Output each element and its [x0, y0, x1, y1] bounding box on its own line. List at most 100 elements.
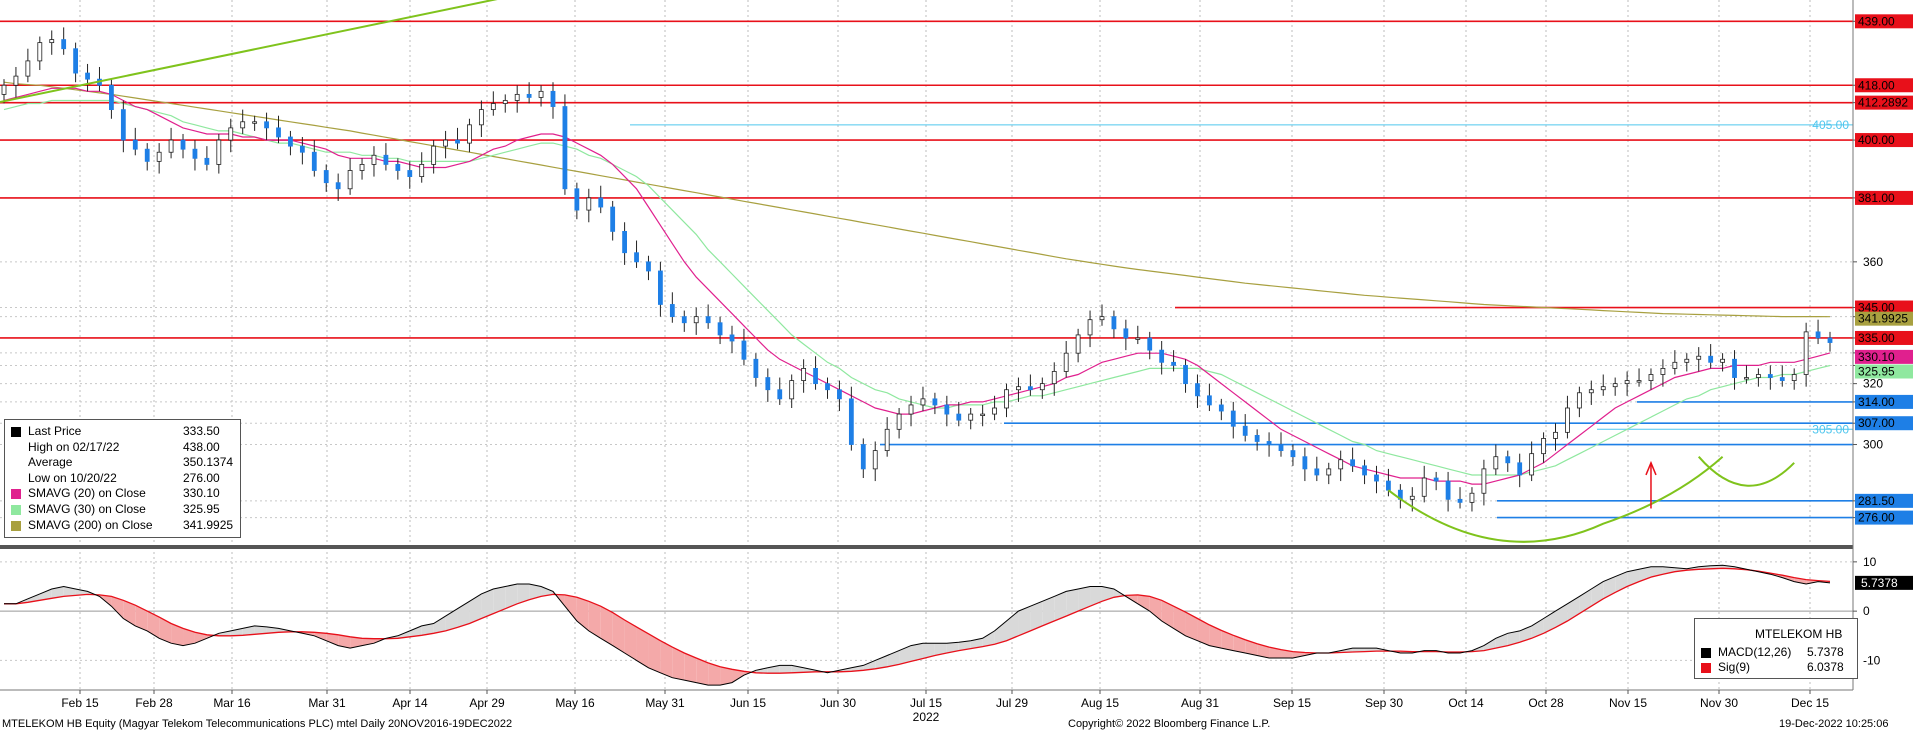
candle-up: [228, 127, 234, 141]
macd-fill-positive: [505, 584, 518, 609]
price-legend-row: Low on 10/20/22 276.00: [5, 471, 240, 487]
macd-fill-positive: [755, 667, 768, 674]
price-legend-row: SMAVG (30) on Close 325.95: [5, 502, 240, 518]
candle-up: [431, 145, 437, 165]
macd-fill-positive: [1615, 571, 1628, 593]
candle-down: [1147, 337, 1153, 351]
candle-up: [156, 151, 162, 162]
candle-down: [1517, 462, 1523, 476]
candle-down: [658, 270, 663, 305]
macd-fill-positive: [875, 655, 888, 669]
legend-value: 6.0378: [1807, 660, 1844, 674]
candle-up: [347, 170, 353, 190]
candle-down: [1195, 383, 1200, 397]
price-legend-row: SMAVG (200) on Close 341.9925: [5, 518, 240, 534]
candle-up: [1576, 392, 1582, 409]
candle-down: [1433, 477, 1439, 482]
macd-fill-positive: [982, 630, 995, 647]
macd-y-tick-label: 0: [1863, 604, 1870, 618]
candle-up: [1636, 380, 1642, 383]
candle-down: [264, 121, 269, 129]
candle-up: [443, 139, 448, 147]
candle-down: [323, 170, 329, 184]
candle-up: [1135, 337, 1141, 340]
footer-timestamp: 19-Dec-2022 10:25:06: [1779, 718, 1889, 730]
macd-fill-negative: [720, 666, 733, 686]
macd-fill-negative: [147, 611, 160, 639]
macd-fill-positive: [1066, 588, 1079, 617]
macd-fill-positive: [1531, 618, 1544, 639]
candle-down: [956, 413, 962, 421]
macd-fill-negative: [576, 597, 589, 631]
candle-down: [1302, 456, 1308, 470]
candle-up: [693, 316, 699, 324]
candle-down: [598, 197, 604, 208]
sma20-line: [3, 87, 1831, 485]
legend-swatch: [11, 443, 21, 453]
candle-down: [1111, 316, 1117, 330]
legend-swatch: [11, 458, 21, 468]
candle-down: [1732, 358, 1737, 378]
candle-down: [288, 136, 293, 147]
candle-down: [1386, 480, 1391, 491]
candle-up: [1648, 374, 1654, 381]
candle-down: [73, 48, 79, 74]
macd-fill-positive: [469, 593, 482, 624]
y-value-badge: [1855, 190, 1913, 205]
macd-fill-positive: [51, 586, 64, 599]
macd-fill-positive: [791, 665, 804, 673]
candle-down: [455, 139, 460, 144]
macd-fill-negative: [1149, 596, 1162, 621]
macd-fill-negative: [194, 632, 207, 644]
x-tick-label: May 16: [555, 696, 595, 710]
candle-down: [383, 154, 389, 165]
macd-fill-positive: [254, 625, 267, 635]
y-value-badge-label: 276.00: [1858, 511, 1895, 525]
x-tick-label: Mar 31: [308, 696, 346, 710]
macd-fill-negative: [362, 638, 374, 646]
x-tick-label: May 31: [645, 696, 685, 710]
candle-down: [1159, 349, 1165, 363]
macd-fill-positive: [934, 643, 947, 656]
candle-down: [610, 206, 616, 232]
legend-swatch: [11, 427, 21, 437]
macd-fill-positive: [1054, 591, 1067, 621]
candle-down: [192, 148, 198, 159]
macd-last-label: 5.7378: [1861, 576, 1898, 590]
candle-up: [801, 368, 807, 381]
macd-fill-negative: [1197, 618, 1210, 646]
y-value-badge-label: 330.10: [1858, 350, 1895, 364]
trend-line: [0, 0, 498, 103]
y-value-badge-label: 341.9925: [1858, 312, 1908, 326]
macd-fill-positive: [529, 584, 542, 600]
y-value-badge: [1855, 330, 1913, 345]
legend-label: Average: [28, 455, 73, 470]
legend-value: 341.9925: [183, 517, 234, 532]
candle-down: [85, 72, 90, 80]
x-tick-label: Nov 30: [1700, 696, 1738, 710]
macd-fill-positive: [218, 630, 231, 636]
candle-up: [1326, 468, 1332, 476]
legend-value: 325.95: [183, 501, 220, 516]
y-tick-label: 320: [1863, 377, 1883, 391]
candle-down: [944, 404, 950, 415]
macd-fill-negative: [612, 612, 625, 654]
macd-fill-positive: [970, 638, 983, 649]
candle-up: [1612, 383, 1618, 388]
legend-label: Last Price: [28, 424, 82, 438]
macd-fill-positive: [1090, 586, 1102, 607]
candle-down: [335, 182, 341, 190]
y-value-badge-label: 325.95: [1858, 365, 1895, 379]
candle-down: [634, 252, 639, 263]
macd-fill-positive: [946, 642, 959, 654]
x-tick-label: Apr 29: [469, 696, 505, 710]
x-year-label: 2022: [913, 710, 940, 724]
macd-fill-positive: [1042, 596, 1055, 626]
candle-up: [1469, 492, 1475, 503]
candle-down: [299, 145, 305, 153]
y-value-badge-label: 400.00: [1858, 133, 1895, 147]
candle-up: [1051, 371, 1057, 385]
y-value-badge: [1855, 349, 1913, 364]
candle-down: [1278, 444, 1284, 452]
x-tick-label: Jun 15: [730, 696, 766, 710]
